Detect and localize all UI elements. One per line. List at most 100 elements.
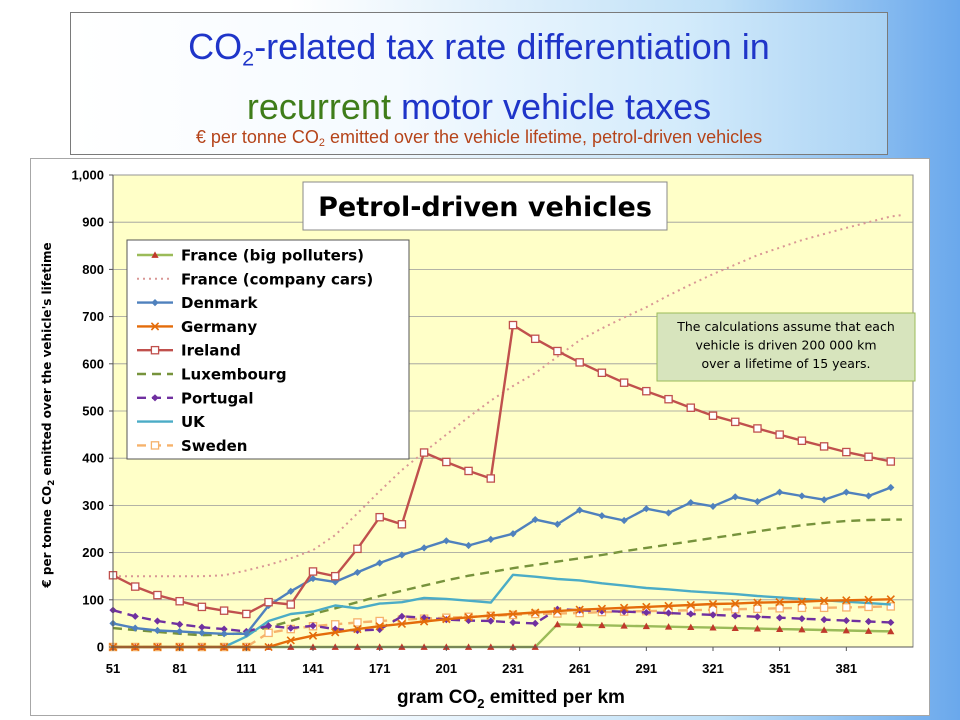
data-point-denmark-91: [198, 629, 206, 637]
data-point-denmark-211: [464, 541, 473, 550]
data-point-denmark-81: [176, 627, 184, 636]
data-point-ireland-391: [864, 452, 873, 462]
data-point-portugal-321: [709, 611, 717, 619]
data-point-denmark-331: [731, 493, 739, 501]
data-point-ireland-161: [353, 544, 362, 554]
legend-item-denmark: Denmark: [137, 294, 258, 312]
data-point-denmark-111: [242, 630, 250, 638]
data-point-denmark-301: [664, 509, 673, 517]
data-point-germany-401: [886, 595, 895, 604]
data-point-ireland-291: [642, 386, 651, 396]
x-tick-label-201: 201: [435, 661, 457, 676]
data-point-ireland-231: [508, 320, 518, 330]
data-point-portugal-391: [864, 617, 873, 626]
series-portugal: [109, 605, 895, 636]
data-point-portugal-121: [264, 622, 273, 630]
data-point-denmark-171: [376, 559, 384, 567]
x-tick-label-141: 141: [302, 661, 324, 676]
data-point-germany-211: [464, 613, 473, 622]
data-point-portugal-241: [531, 619, 539, 627]
data-point-france-big-polluters-381: [842, 626, 850, 634]
data-point-portugal-361: [798, 615, 806, 623]
data-point-ireland-91: [197, 602, 207, 612]
data-point-denmark-291: [642, 505, 650, 513]
data-point-denmark-201: [442, 537, 450, 545]
slide-subtitle: € per tonne CO2 emitted over the vehicle…: [195, 127, 763, 150]
annotation-line-3: over a lifetime of 15 years.: [701, 356, 870, 371]
y-tick-label-300: 300: [82, 498, 104, 513]
data-point-france-big-polluters-361: [798, 625, 806, 633]
annotation-line-1: The calculations assume that each: [676, 319, 895, 334]
y-tick-label-500: 500: [82, 404, 104, 419]
data-point-ireland-211: [464, 466, 473, 476]
data-point-denmark-221: [487, 535, 495, 543]
data-point-denmark-251: [553, 520, 562, 528]
legend-item-portugal: Portugal: [137, 389, 254, 407]
data-point-ireland-341: [753, 424, 762, 433]
legend-label-france-company-cars: France (company cars): [181, 270, 373, 288]
data-point-ireland-101: [219, 606, 229, 615]
data-point-portugal-281: [620, 608, 628, 616]
data-point-ireland-381: [842, 447, 851, 457]
data-point-ireland-171: [375, 512, 384, 522]
y-tick-label-1000: 1,000: [71, 168, 104, 183]
data-point-germany-331: [731, 599, 740, 608]
y-tick-label-800: 800: [82, 262, 104, 277]
legend-label-uk: UK: [181, 413, 206, 431]
data-point-france-big-polluters-331: [731, 624, 739, 631]
data-point-denmark-271: [598, 512, 606, 520]
slide-title-line1: CO2-related tax rate differentiation in: [188, 26, 770, 71]
data-point-france-big-polluters-321: [709, 624, 717, 631]
legend-label-denmark: Denmark: [181, 294, 258, 312]
legend-item-france-big-polluters: France (big polluters): [137, 247, 364, 265]
data-point-denmark-181: [398, 551, 406, 559]
data-point-portugal-191: [420, 614, 428, 622]
legend-label-luxembourg: Luxembourg: [181, 366, 287, 384]
legend-item-ireland: Ireland: [137, 342, 241, 360]
legend-item-luxembourg: Luxembourg: [137, 366, 287, 384]
data-point-sweden-121: [264, 628, 273, 638]
data-point-sweden-381: [842, 603, 851, 612]
data-point-france-big-polluters-351: [776, 625, 784, 632]
data-point-germany-191: [419, 617, 429, 626]
data-point-sweden-361: [797, 603, 807, 613]
data-point-germany-391: [864, 595, 873, 604]
y-tick-label-400: 400: [82, 451, 104, 466]
annotation-box: [656, 312, 916, 382]
legend-marker-ireland: [150, 345, 160, 355]
data-point-france-big-polluters-301: [664, 623, 673, 630]
x-axis-label: gram CO2 emitted per km: [397, 687, 625, 711]
data-point-ireland-131: [286, 600, 296, 609]
data-point-denmark-261: [576, 506, 584, 514]
data-point-ireland-191: [419, 448, 429, 457]
x-tick-label-51: 51: [106, 661, 120, 676]
series-line-france-company-cars: [113, 214, 903, 578]
data-point-sweden-401: [886, 602, 896, 611]
data-point-denmark-361: [798, 492, 806, 500]
data-point-ireland-221: [486, 474, 496, 483]
data-point-ireland-281: [619, 378, 629, 387]
data-point-sweden-161: [353, 618, 362, 627]
data-point-portugal-81: [176, 620, 184, 628]
x-tick-label-111: 111: [236, 661, 256, 676]
data-point-germany-131: [286, 636, 295, 645]
data-point-denmark-281: [620, 516, 628, 525]
data-point-portugal-131: [287, 624, 295, 632]
data-point-denmark-241: [531, 515, 539, 524]
chart-title-box: [302, 181, 668, 231]
legend-marker-germany: [150, 322, 160, 331]
data-point-denmark-391: [864, 492, 873, 500]
y-tick-label-200: 200: [82, 545, 104, 560]
legend-label-portugal: Portugal: [181, 389, 254, 407]
data-point-germany-251: [553, 606, 562, 616]
data-point-germany-261: [575, 605, 584, 614]
data-point-germany-171: [375, 622, 384, 631]
x-tick-label-231: 231: [502, 661, 524, 676]
data-point-germany-181: [397, 619, 407, 629]
data-point-germany-231: [508, 609, 518, 619]
data-point-ireland-351: [775, 430, 784, 439]
data-point-germany-241: [531, 608, 540, 617]
legend-item-uk: UK: [137, 413, 206, 431]
annotation-line-2: vehicle is driven 200 000 km: [695, 338, 876, 353]
data-point-denmark-311: [687, 498, 695, 507]
